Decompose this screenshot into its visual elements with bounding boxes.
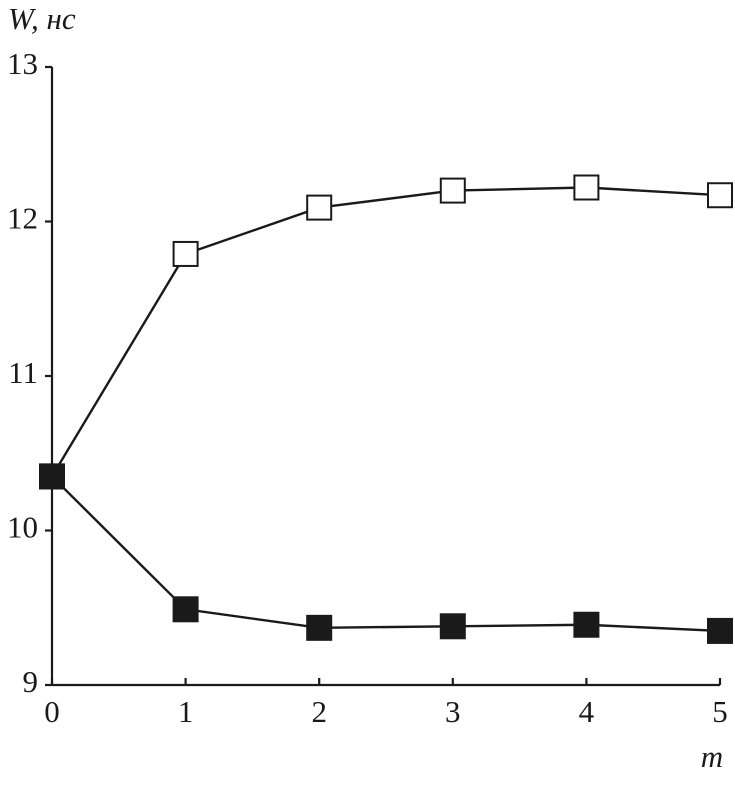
y-tick-label: 13 xyxy=(7,46,38,81)
marker xyxy=(306,194,333,221)
marker xyxy=(39,463,65,490)
marker xyxy=(707,617,733,644)
marker xyxy=(172,240,199,267)
y-tick-label: 10 xyxy=(7,510,38,545)
x-tick-label: 0 xyxy=(44,694,60,729)
marker xyxy=(439,613,466,640)
marker xyxy=(172,596,199,623)
y-tick-label: 9 xyxy=(23,664,39,699)
x-tick-label: 1 xyxy=(178,694,194,729)
x-tick-label: 3 xyxy=(445,694,461,729)
x-tick-label: 2 xyxy=(311,694,327,729)
series-line xyxy=(50,186,721,478)
x-tick-label: 5 xyxy=(712,694,728,729)
y-tick-label: 12 xyxy=(7,201,38,236)
marker xyxy=(439,177,466,204)
series-line xyxy=(51,475,721,633)
marker xyxy=(306,614,333,641)
marker xyxy=(573,174,600,201)
x-axis-label: m xyxy=(701,739,723,774)
marker xyxy=(573,611,600,638)
y-tick-label: 11 xyxy=(8,355,38,390)
marker xyxy=(707,182,733,209)
x-tick-label: 4 xyxy=(579,694,595,729)
y-axis-label: W, нс xyxy=(8,1,76,36)
